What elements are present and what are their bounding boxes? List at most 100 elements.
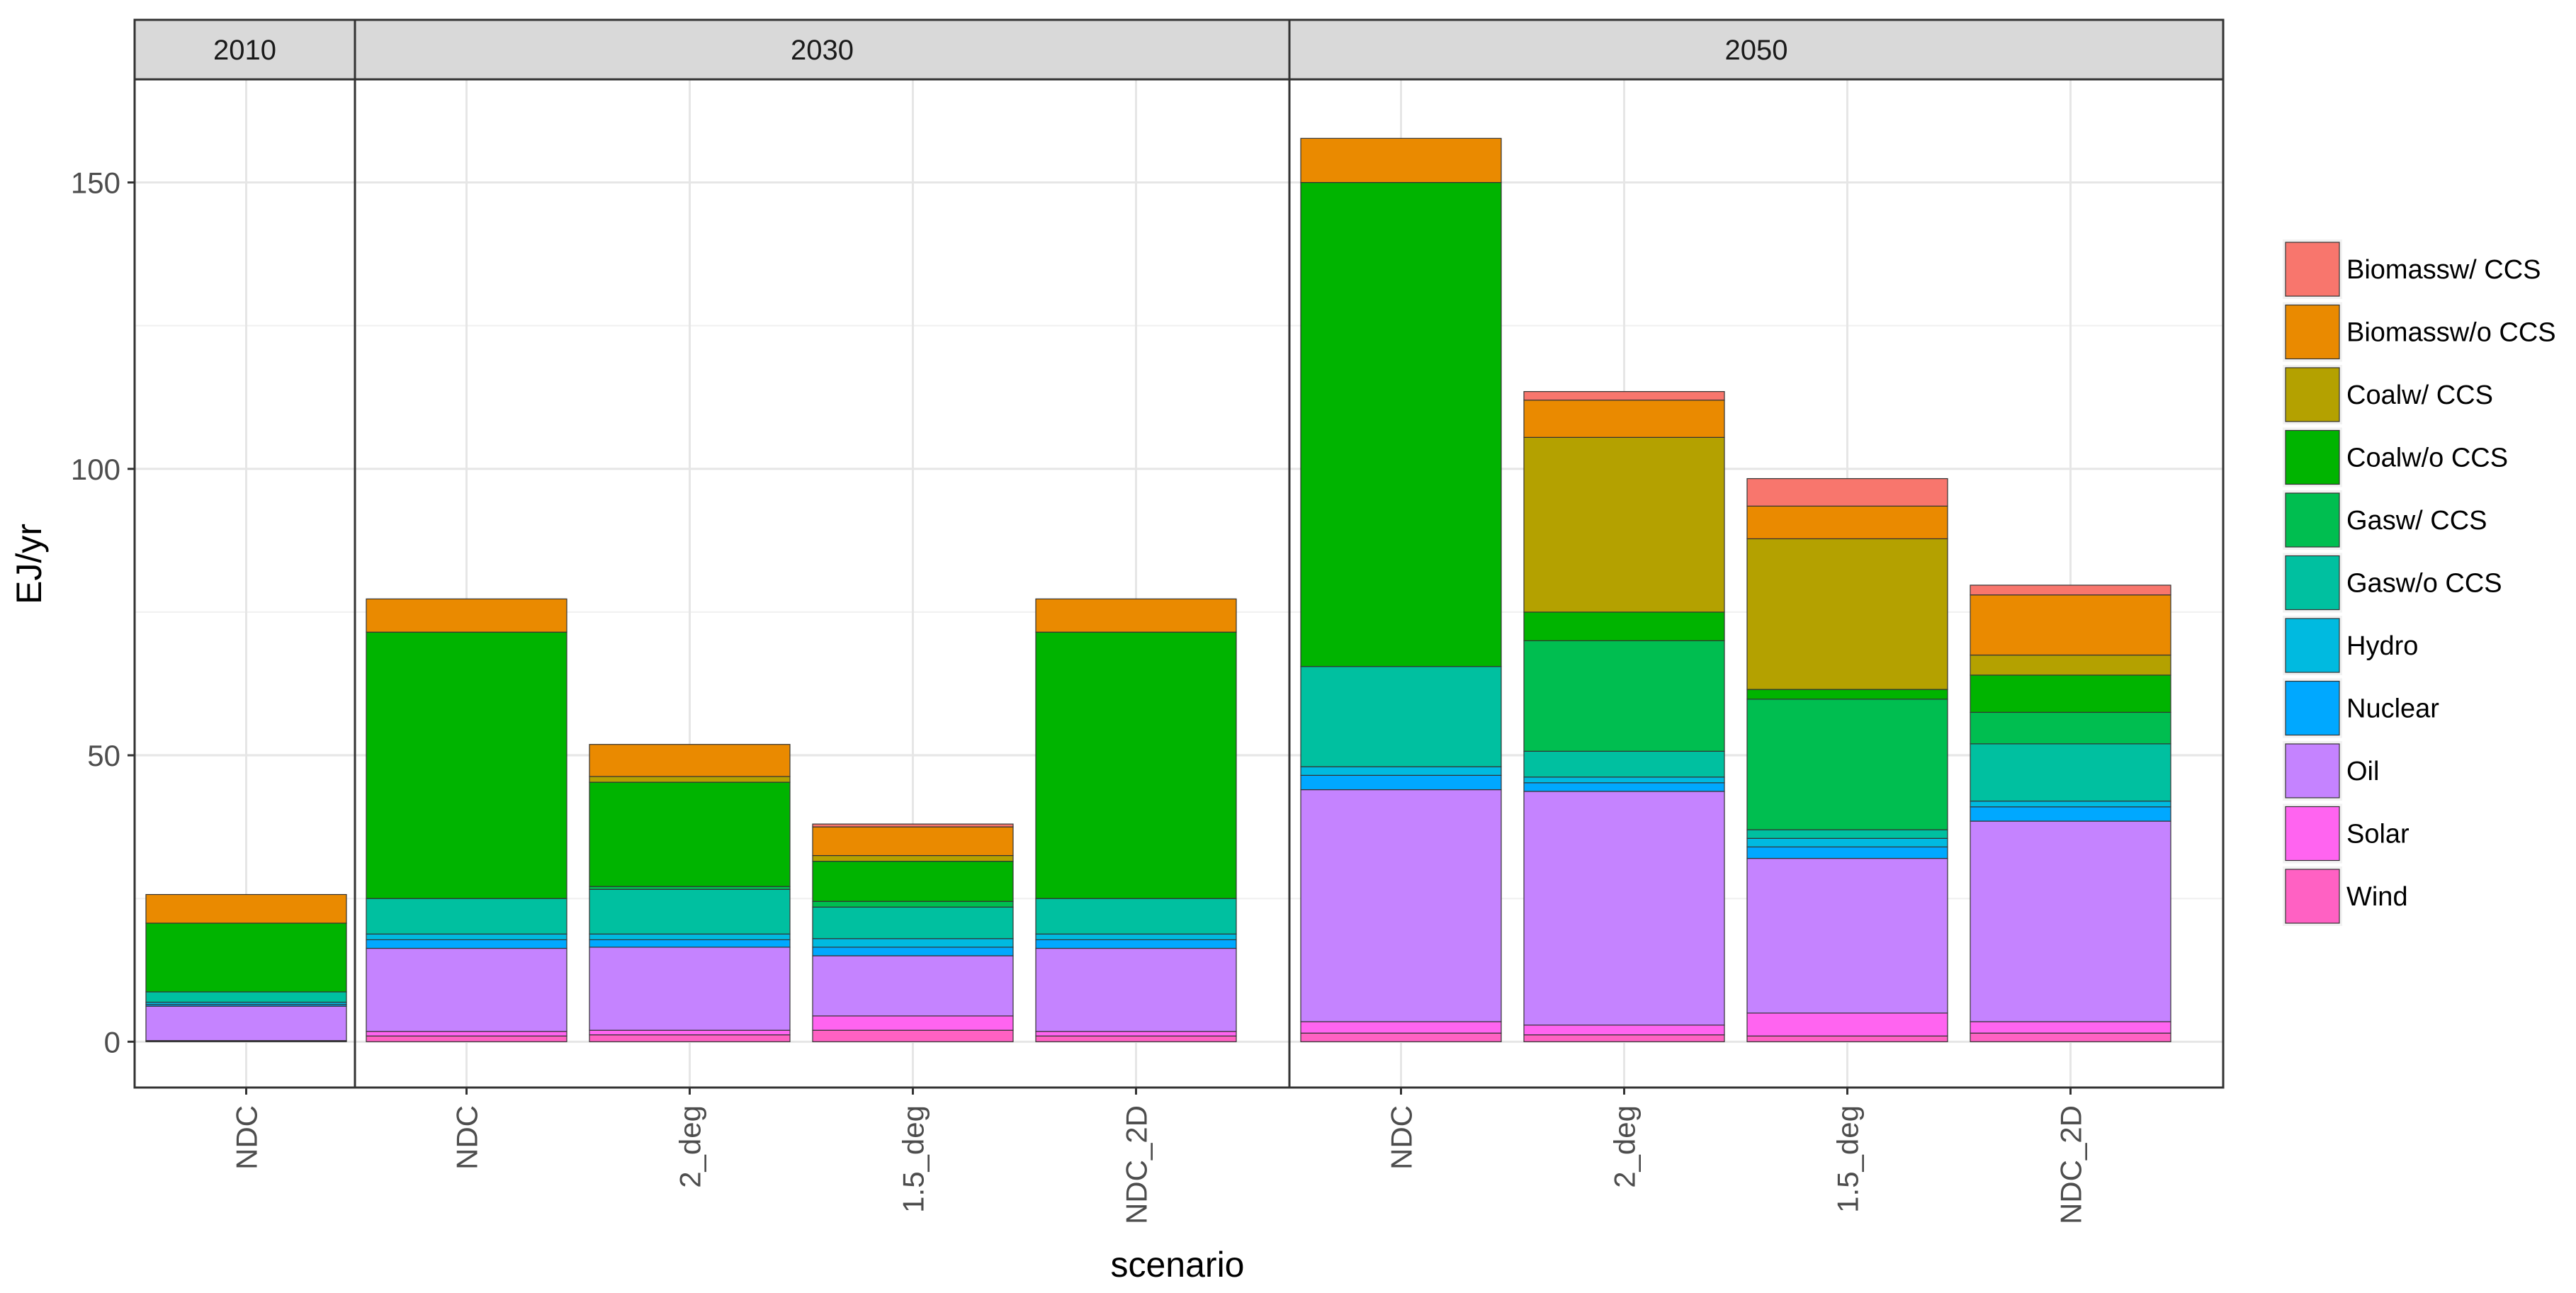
bar-segment-biomassw-ccs — [1746, 478, 1948, 507]
bar-segment-solar — [589, 1029, 791, 1036]
bar-segment-coalw-ccs — [589, 776, 791, 783]
bar-segment-solar — [366, 1031, 567, 1037]
legend-item-coalw-o-ccs: Coalw/o CCS — [2283, 427, 2508, 487]
bar-segment-nuclear — [1300, 774, 1502, 791]
facet-panels — [133, 78, 2225, 1089]
bar-segment-gasw-o-ccs — [812, 906, 1014, 939]
legend-swatch — [2285, 869, 2340, 924]
bar-segment-oil — [145, 1005, 347, 1041]
bar-segment-hydro — [1970, 801, 2171, 808]
bar-2030-1-5-deg — [812, 823, 1014, 1042]
bar-segment-coalw-o-ccs — [589, 781, 791, 887]
bar-segment-wind — [1523, 1034, 1725, 1042]
bar-segment-biomassw-o-ccs — [812, 826, 1014, 857]
bar-segment-gasw-ccs — [1746, 699, 1948, 830]
strip-label: 2010 — [213, 35, 276, 66]
legend-item-biomassw-o-ccs: Biomassw/o CCS — [2283, 302, 2556, 362]
legend-item-biomassw-ccs: Biomassw/ CCS — [2283, 239, 2541, 299]
bar-segment-solar — [1035, 1031, 1237, 1037]
legend-item-hydro: Hydro — [2283, 616, 2418, 675]
x-tick-label: NDC_2D — [1120, 1105, 1153, 1224]
legend-label: Gasw/ CCS — [2346, 506, 2487, 536]
legend-label: Coalw/o CCS — [2346, 444, 2508, 473]
bar-segment-biomassw-o-ccs — [145, 893, 347, 924]
legend-label: Biomassw/o CCS — [2346, 318, 2556, 348]
bar-segment-biomassw-o-ccs — [1300, 137, 1502, 183]
bar-segment-gasw-ccs — [589, 886, 791, 890]
bar-segment-coalw-ccs — [1523, 436, 1725, 613]
bar-segment-gasw-o-ccs — [1300, 666, 1502, 767]
bar-segment-biomassw-o-ccs — [366, 598, 567, 633]
bar-segment-coalw-o-ccs — [1746, 689, 1948, 700]
y-tick-label: 150 — [71, 166, 120, 200]
bar-segment-oil — [1300, 789, 1502, 1022]
bar-2050-2-deg — [1523, 391, 1725, 1042]
legend-label: Wind — [2346, 882, 2408, 912]
bar-segment-coalw-o-ccs — [145, 922, 347, 993]
legend-swatch — [2285, 242, 2340, 297]
y-axis-title: EJ/yr — [9, 524, 49, 604]
bar-segment-wind — [1300, 1032, 1502, 1042]
bar-segment-wind — [812, 1029, 1014, 1042]
facet-panel-2030 — [354, 78, 1291, 1089]
y-tick-label: 0 — [104, 1025, 120, 1058]
x-tick-label: 1.5_deg — [1831, 1105, 1865, 1213]
bar-segment-gasw-ccs — [1970, 711, 2171, 745]
bar-segment-hydro — [366, 933, 567, 941]
bar-segment-hydro — [812, 938, 1014, 948]
bar-segment-wind — [589, 1034, 791, 1042]
legend-swatch — [2285, 806, 2340, 862]
facet-strip-2050: 2050 — [1288, 18, 2225, 81]
x-tick-label: NDC — [230, 1105, 264, 1170]
legend-swatch — [2285, 367, 2340, 422]
bar-segment-coalw-o-ccs — [1035, 631, 1237, 899]
bar-2050-1-5-deg — [1746, 478, 1948, 1042]
legend-item-wind: Wind — [2283, 866, 2408, 926]
bar-segment-wind — [366, 1035, 567, 1042]
bar-segment-gasw-o-ccs — [589, 888, 791, 935]
strip-background — [1288, 18, 2225, 81]
strip-label: 2030 — [791, 35, 854, 66]
legend-swatch — [2285, 304, 2340, 360]
y-axis: 0 50 100 150 — [71, 166, 135, 1058]
legend: Biomassw/ CCS Biomassw/o CCS Coalw/ CCS Coa… — [2283, 239, 2556, 926]
bar-segment-hydro — [1035, 933, 1237, 941]
bar-segment-nuclear — [812, 947, 1014, 956]
bar-segment-oil — [1523, 791, 1725, 1026]
bar-segment-gasw-o-ccs — [1523, 750, 1725, 778]
legend-item-coalw-ccs: Coalw/ CCS — [2283, 365, 2493, 424]
x-tick-label: NDC — [1385, 1105, 1418, 1170]
x-axis: NDC NDC 2_deg 1.5_deg NDC_2D NDC 2_deg 1.5_deg N… — [230, 1088, 2088, 1224]
facet-strip-2010: 2010 — [133, 18, 356, 81]
x-tick-label: NDC — [451, 1105, 484, 1170]
facet-strips: 2010 2030 2050 — [133, 18, 2225, 81]
legend-label: Gasw/o CCS — [2346, 569, 2502, 599]
bar-segment-biomassw-ccs — [812, 823, 1014, 828]
bar-segment-oil — [1035, 947, 1237, 1032]
bar-segment-oil — [812, 955, 1014, 1017]
strip-label: 2050 — [1725, 35, 1788, 66]
legend-label: Nuclear — [2346, 694, 2439, 724]
bar-segment-solar — [812, 1015, 1014, 1031]
x-tick-label: NDC_2D — [2055, 1105, 2088, 1224]
bar-segment-biomassw-o-ccs — [1035, 598, 1237, 633]
bar-segment-gasw-o-ccs — [1035, 898, 1237, 935]
y-tick-label: 50 — [87, 739, 120, 772]
bar-segment-wind — [1035, 1035, 1237, 1042]
facet-panel-2010 — [133, 78, 356, 1089]
legend-item-solar: Solar — [2283, 803, 2410, 864]
legend-swatch — [2285, 618, 2340, 673]
bar-segment-nuclear — [366, 939, 567, 949]
bar-segment-coalw-o-ccs — [366, 631, 567, 899]
bar-segment-oil — [1746, 857, 1948, 1014]
legend-item-nuclear: Nuclear — [2283, 678, 2439, 738]
x-tick-label: 2_deg — [674, 1105, 707, 1188]
bar-segment-hydro — [1523, 777, 1725, 784]
bar-segment-oil — [589, 947, 791, 1031]
bar-segment-coalw-o-ccs — [1300, 181, 1502, 667]
bar-segment-gasw-o-ccs — [145, 991, 347, 1003]
bar-segment-oil — [1970, 820, 2171, 1022]
bar-2010-ndc — [145, 893, 347, 1042]
legend-label: Coalw/ CCS — [2346, 380, 2493, 410]
bar-segment-biomassw-ccs — [1970, 585, 2171, 596]
